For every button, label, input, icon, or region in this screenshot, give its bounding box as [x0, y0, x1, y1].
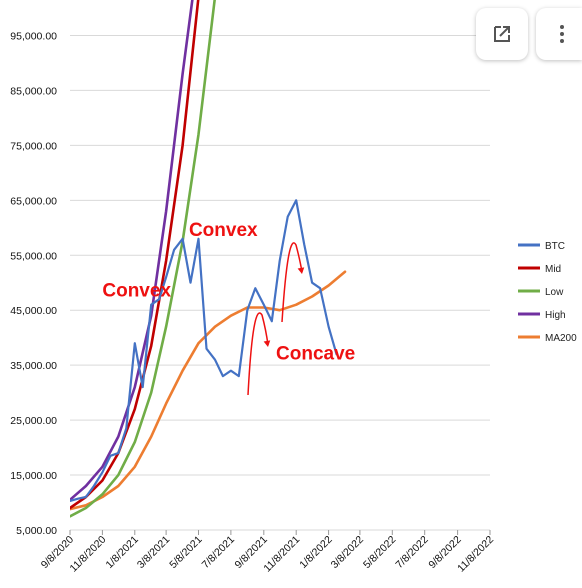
x-tick-label: 3/8/2021 [135, 534, 172, 571]
annotation-label: Convex [102, 280, 171, 301]
y-tick-label: 35,000.00 [10, 360, 57, 372]
x-tick-label: 1/8/2022 [297, 534, 334, 571]
x-tick-label: 1/8/2021 [104, 534, 141, 571]
trend-arrows [247, 242, 305, 396]
x-tick-label: 7/8/2021 [200, 534, 237, 571]
series-line-mid [70, 0, 200, 510]
y-tick-label: 95,000.00 [10, 30, 57, 42]
series-line-high [70, 0, 194, 502]
chart-toolbar [476, 4, 582, 60]
arrow-concave-2 [281, 242, 303, 323]
x-tick-label: 11/8/2020 [68, 534, 109, 575]
annotations: Convex Convex Concave [102, 220, 355, 365]
more-vert-icon [560, 25, 564, 43]
legend: BTC Mid Low High MA200 [518, 241, 577, 344]
x-tick-label: 5/8/2021 [167, 534, 204, 571]
series-line-btc [70, 199, 338, 502]
y-tick-label: 45,000.00 [10, 305, 57, 317]
arrow-concave-2-head [297, 267, 305, 274]
series-line-ma200 [70, 270, 347, 511]
x-tick-label: 11/8/2021 [261, 534, 302, 575]
legend-label-ma200: MA200 [545, 333, 577, 344]
more-options-button[interactable] [536, 8, 582, 60]
y-tick-label: 15,000.00 [10, 470, 57, 482]
series-line-low [70, 0, 216, 518]
x-axis: 9/8/202011/8/20201/8/20213/8/20215/8/202… [39, 530, 496, 575]
y-tick-label: 75,000.00 [10, 140, 57, 152]
open-in-new-button[interactable] [476, 8, 528, 60]
arrow-concave-1-head [263, 340, 271, 347]
x-tick-label: 5/8/2022 [361, 534, 398, 571]
legend-label-mid: Mid [545, 264, 561, 275]
x-tick-label: 7/8/2022 [393, 534, 430, 571]
legend-label-low: Low [545, 287, 564, 298]
annotation-label: Convex [189, 220, 258, 241]
annotation-label: Concave [276, 344, 355, 365]
y-tick-label: 85,000.00 [10, 85, 57, 97]
y-axis: 5,000.00 15,000.00 25,000.00 35,000.00 45,00… [10, 30, 57, 537]
legend-label-btc: BTC [545, 241, 565, 252]
series-lines [70, 0, 347, 518]
y-tick-label: 55,000.00 [10, 250, 57, 262]
y-tick-label: 5,000.00 [16, 525, 57, 537]
y-tick-label: 65,000.00 [10, 195, 57, 207]
open-in-new-icon [494, 26, 510, 42]
legend-label-high: High [545, 310, 566, 321]
arrow-concave-1 [247, 312, 269, 396]
y-tick-label: 25,000.00 [10, 415, 57, 427]
x-tick-label: 3/8/2022 [329, 534, 366, 571]
